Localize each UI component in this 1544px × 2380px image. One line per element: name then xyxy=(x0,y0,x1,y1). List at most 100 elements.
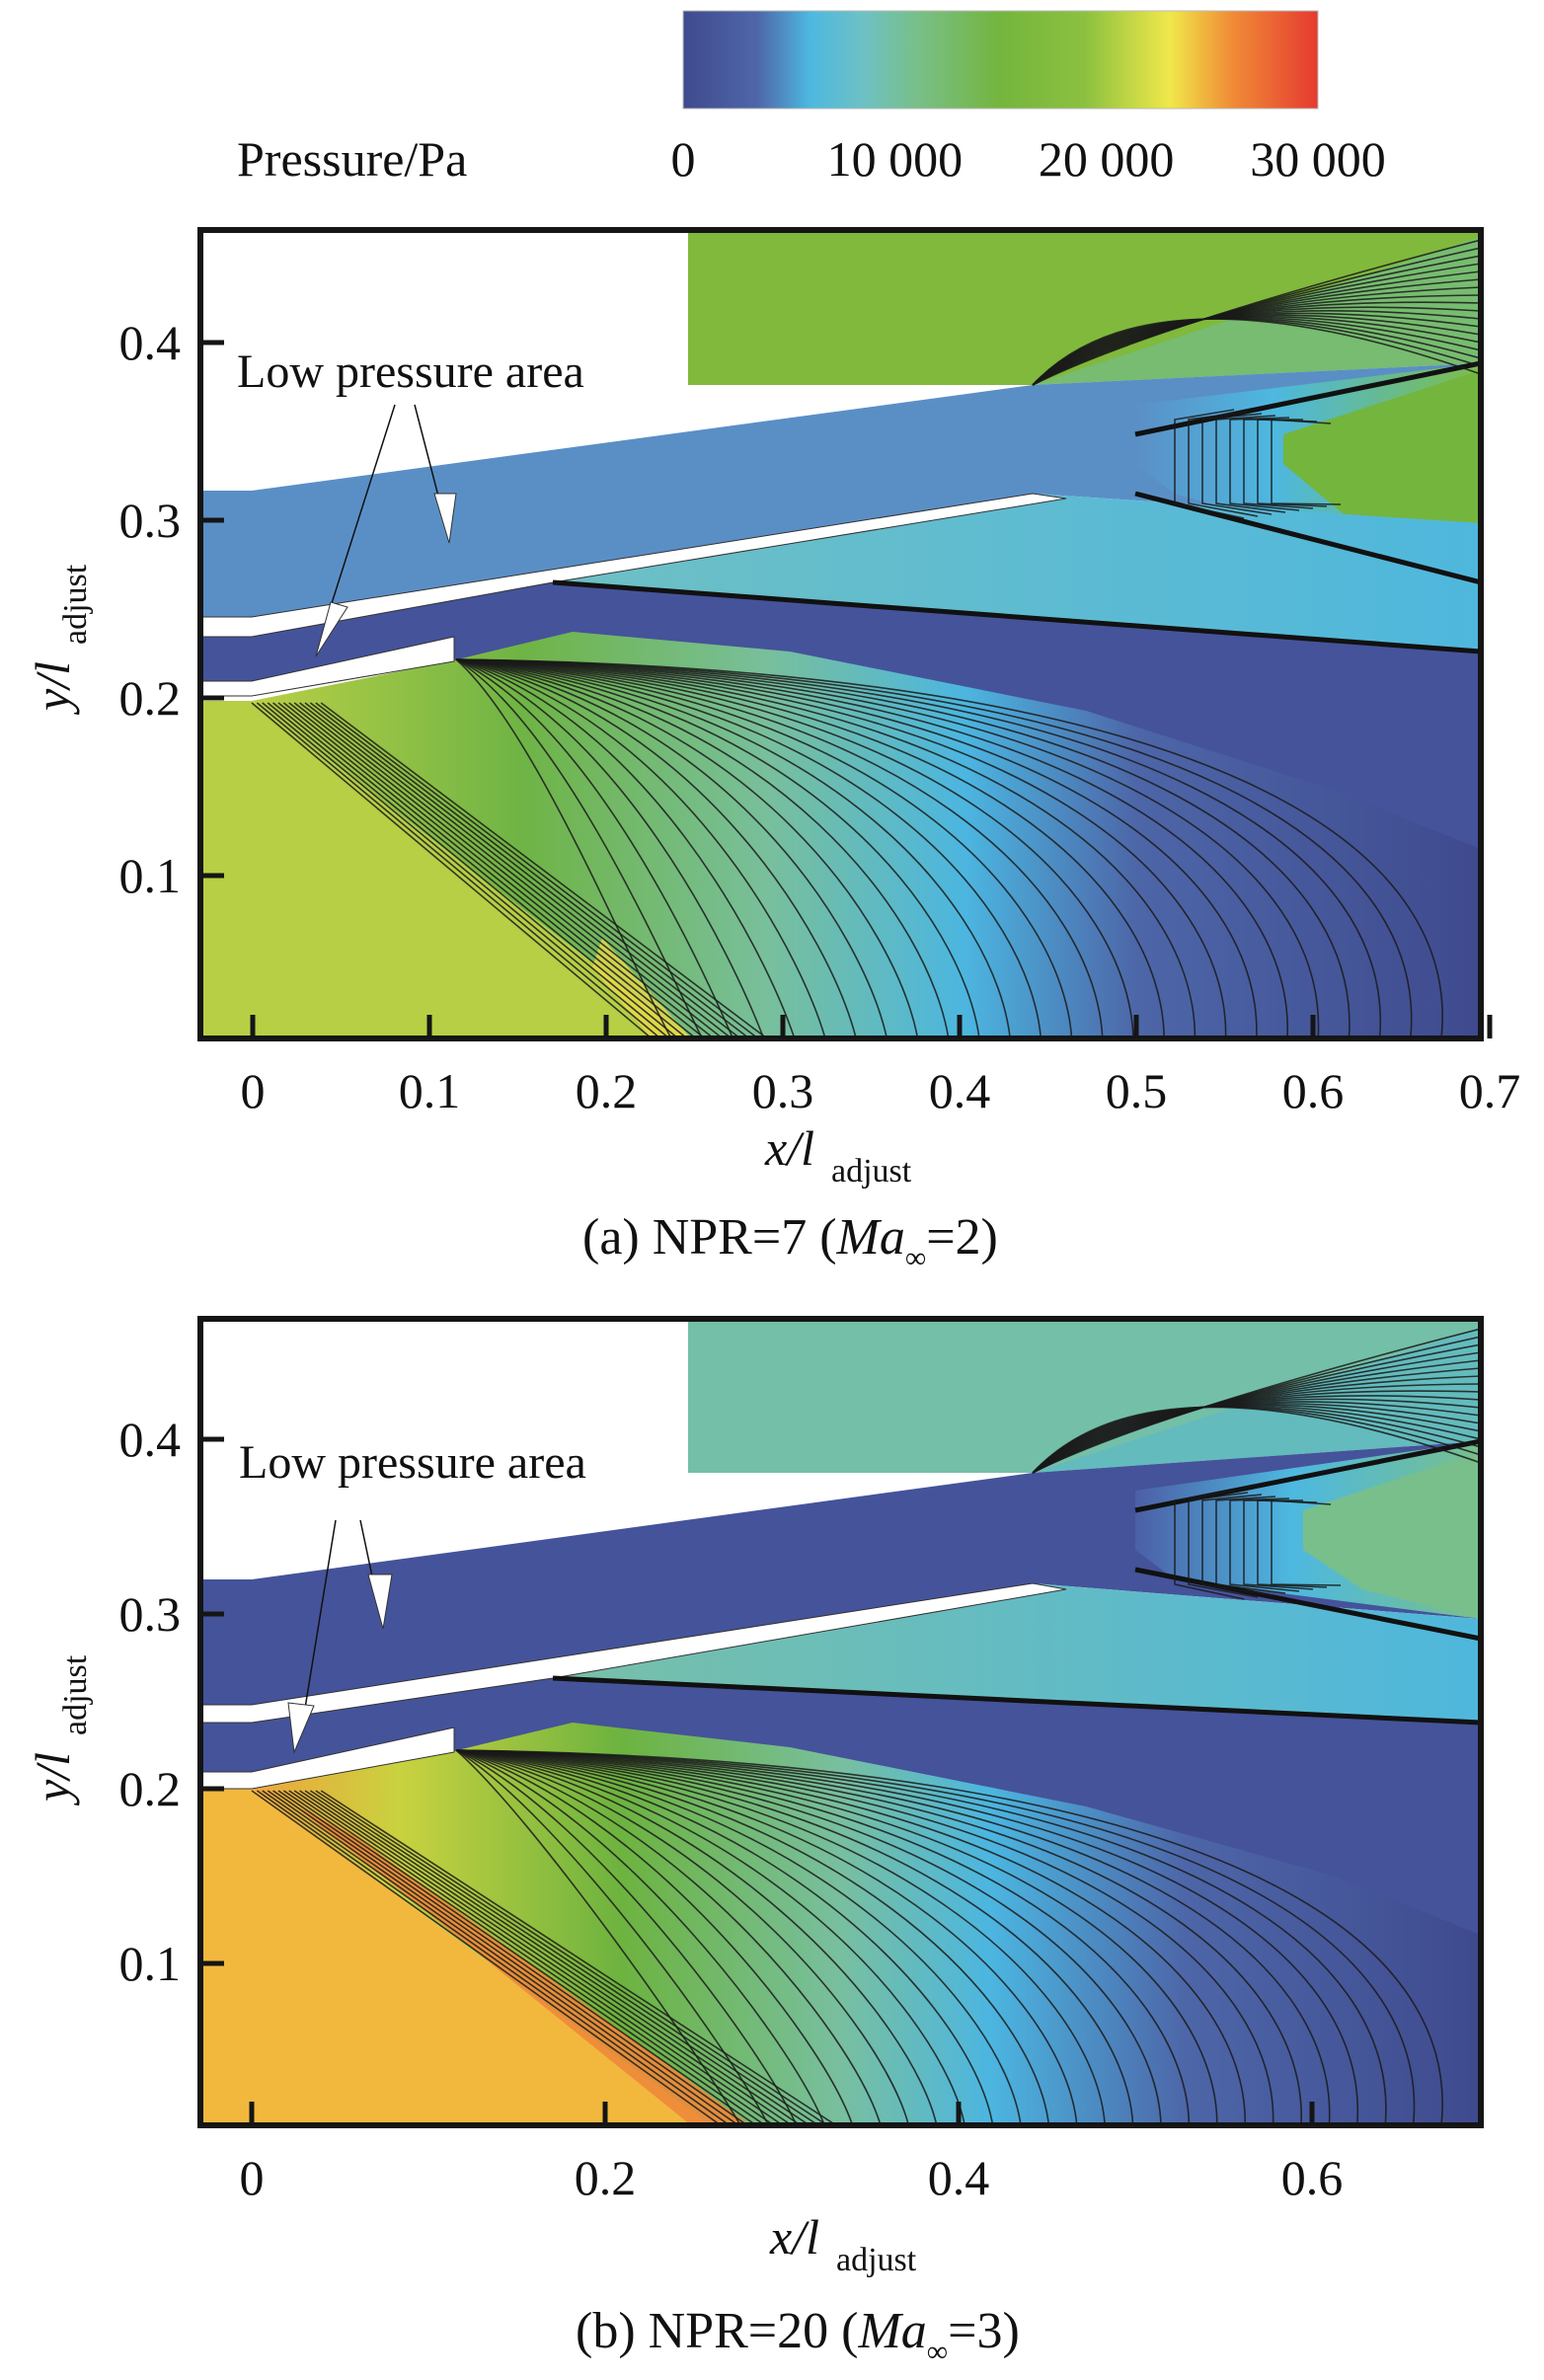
plot-a-ytick-label: 0.1 xyxy=(119,848,182,903)
plot-b-xlabel-main: x/l xyxy=(769,2209,819,2265)
contour-line xyxy=(455,1749,1302,2125)
contour-line xyxy=(455,1749,1359,2125)
plot-b-region-wake-core xyxy=(1303,1451,1481,1619)
contour-line xyxy=(272,702,688,1038)
plot-a-ylabel: y/l adjust xyxy=(25,564,94,716)
contour-line xyxy=(455,1749,1106,2125)
contour-line xyxy=(1201,413,1273,515)
contour-line xyxy=(251,702,653,1038)
contour-line xyxy=(455,1749,1191,2125)
colorbar-gradient xyxy=(682,10,1319,110)
contour-line xyxy=(455,1749,825,2125)
contour-line xyxy=(272,1790,757,2125)
plot-a-caption-prefix: (a) NPR=7 ( xyxy=(582,1209,837,1266)
contour-line xyxy=(1174,409,1245,519)
contour-line xyxy=(455,1749,1443,2125)
plot-b-caption-prefix: (b) NPR=20 ( xyxy=(576,2303,858,2359)
plot-b-ytick-label: 0.4 xyxy=(119,1412,182,1467)
contour-line xyxy=(293,702,724,1038)
contour-line xyxy=(1032,318,1481,386)
contour-line xyxy=(455,1749,1416,2125)
plot-a-xlabel-main: x/l xyxy=(764,1120,814,1176)
contour-line xyxy=(455,658,796,1038)
contour-line xyxy=(309,1790,819,2125)
plot-a-xtick-label: 0.2 xyxy=(576,1063,638,1118)
plot-a-region-expansion-fan xyxy=(252,632,1481,1038)
plot-a-arrow-1 xyxy=(315,601,348,657)
contour-line xyxy=(455,1749,1218,2125)
contour-line xyxy=(282,702,706,1038)
plot-b-contours xyxy=(251,1328,1481,2125)
contour-line xyxy=(299,1790,802,2125)
plot-b-annotation: Low pressure area xyxy=(239,1436,586,1754)
svg-text:(b) NPR=20 (Ma∞=3): (b) NPR=20 (Ma∞=3) xyxy=(576,2303,1020,2368)
contour-line xyxy=(1229,1497,1300,1592)
plot-a-caption-suffix: =2) xyxy=(926,1209,998,1266)
plot-a-shock-upper xyxy=(1134,491,1481,585)
plot-a-splitter-wall xyxy=(200,636,455,697)
plot-b-xtick-label: 0 xyxy=(240,2150,265,2205)
plot-a-xtick-label: 0.3 xyxy=(752,1063,814,1118)
plot-a-xtick-label: 0.4 xyxy=(929,1063,991,1118)
plot-b-xtick-label: 0.6 xyxy=(1281,2150,1344,2205)
plot-a-arrow-2 xyxy=(433,493,457,544)
plot-b-caption-ma: Ma xyxy=(857,2303,926,2359)
plot-a-contours xyxy=(251,239,1481,1038)
colorbar-tick-label: 20 000 xyxy=(1039,131,1175,187)
contour-line xyxy=(267,1790,748,2125)
contour-line xyxy=(304,702,741,1038)
contour-line xyxy=(455,1749,1274,2125)
contour-line xyxy=(455,658,888,1038)
plot-a-xtick-label: 0.1 xyxy=(399,1063,461,1118)
plot-a-shock-lower xyxy=(552,579,1481,654)
plot-b-caption: (b) NPR=20 (Ma∞=3) xyxy=(576,2303,1020,2368)
contour-line xyxy=(1174,1490,1245,1600)
plot-b-shock-lower xyxy=(552,1675,1481,1726)
plot-b-xtick-label: 0.4 xyxy=(928,2150,990,2205)
contour-line xyxy=(455,1749,882,2125)
contour-line xyxy=(455,658,672,1038)
contour-line xyxy=(251,1790,722,2125)
contour-line xyxy=(315,1790,828,2125)
plot-a-xtick-label: 0.5 xyxy=(1106,1063,1168,1118)
contour-line xyxy=(455,658,1073,1038)
plot-b-ylabel: y/l adjust xyxy=(25,1654,94,1806)
contour-line xyxy=(455,658,980,1038)
contour-line xyxy=(455,658,1227,1038)
contour-line xyxy=(277,1790,766,2125)
contour-line xyxy=(455,658,1197,1038)
contour-line xyxy=(1271,419,1342,505)
svg-text:(a) NPR=7 (Ma∞=2): (a) NPR=7 (Ma∞=2) xyxy=(582,1209,998,1274)
plot-a-caption: (a) NPR=7 (Ma∞=2) xyxy=(582,1209,998,1274)
plot-a-xtick-label: 0.6 xyxy=(1282,1063,1345,1118)
plot-a-xlabel-sub: adjust xyxy=(831,1153,912,1190)
contour-line xyxy=(299,702,733,1038)
contour-line xyxy=(455,658,1042,1038)
plot-b-ytick-label: 0.1 xyxy=(119,1936,182,1991)
colorbar-label: Pressure/Pa xyxy=(237,131,467,187)
contour-line xyxy=(455,658,919,1038)
plot-b-caption-sub: ∞ xyxy=(927,2336,948,2368)
contour-line xyxy=(293,1790,793,2125)
colorbar: Pressure/Pa 0 10 000 20 000 30 000 xyxy=(237,10,1386,187)
contour-line xyxy=(262,702,670,1038)
contour-line xyxy=(1188,1492,1259,1598)
contour-line xyxy=(455,658,1351,1038)
contour-line xyxy=(455,1749,965,2125)
contour-line xyxy=(455,658,1134,1038)
plot-b-shock-jet xyxy=(1134,1438,1481,1513)
plot-b-annotation-text: Low pressure area xyxy=(239,1436,586,1489)
contour-line xyxy=(304,1790,811,2125)
contour-line xyxy=(455,658,1104,1038)
contour-line xyxy=(309,702,750,1038)
contour-line xyxy=(282,1790,775,2125)
contour-line xyxy=(320,1790,837,2125)
plot-b-frame xyxy=(197,1316,1484,2128)
contour-line xyxy=(315,702,759,1038)
plot-b-xtick-label: 0.2 xyxy=(575,2150,637,2205)
contour-line xyxy=(455,1749,1162,2125)
contour-line xyxy=(288,702,715,1038)
contour-line xyxy=(455,1749,938,2125)
contour-line xyxy=(1229,417,1300,511)
contour-line xyxy=(288,1790,784,2125)
